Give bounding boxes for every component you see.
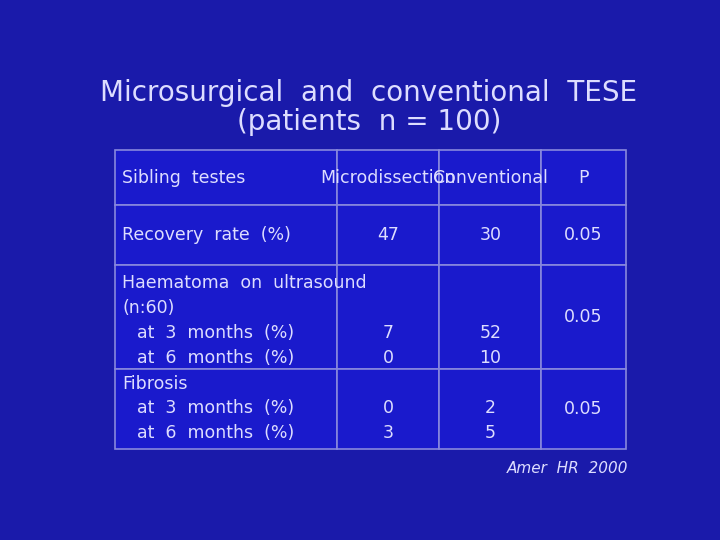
Text: 0.05: 0.05 — [564, 400, 603, 418]
Bar — [337, 369, 439, 449]
Text: 47: 47 — [377, 226, 399, 245]
Text: Haematoma  on  ultrasound: Haematoma on ultrasound — [122, 274, 367, 292]
Text: at  3  months  (%): at 3 months (%) — [137, 324, 294, 342]
Bar — [439, 265, 541, 369]
Text: Recovery  rate  (%): Recovery rate (%) — [122, 226, 291, 245]
Text: at  6  months  (%): at 6 months (%) — [137, 423, 294, 442]
Text: 5: 5 — [485, 423, 496, 442]
Bar — [337, 205, 439, 265]
Text: P: P — [578, 168, 589, 187]
Bar — [115, 265, 337, 369]
Bar — [337, 265, 439, 369]
Bar — [439, 369, 541, 449]
Text: 0.05: 0.05 — [564, 226, 603, 245]
Text: Fibrosis: Fibrosis — [122, 375, 188, 393]
Text: 10: 10 — [480, 349, 501, 368]
Text: (n:60): (n:60) — [122, 299, 175, 317]
Bar — [337, 150, 439, 205]
Bar — [115, 369, 337, 449]
Text: 0.05: 0.05 — [564, 308, 603, 326]
Text: Microsurgical  and  conventional  TESE: Microsurgical and conventional TESE — [100, 79, 638, 107]
Text: Conventional: Conventional — [433, 168, 548, 187]
Text: at  3  months  (%): at 3 months (%) — [137, 399, 294, 417]
Text: at  6  months  (%): at 6 months (%) — [137, 349, 294, 368]
Text: 0: 0 — [383, 399, 394, 417]
Text: 0: 0 — [383, 349, 394, 368]
Text: 2: 2 — [485, 399, 496, 417]
Bar — [115, 150, 337, 205]
Text: 7: 7 — [383, 324, 394, 342]
Text: Microdissection: Microdissection — [320, 168, 456, 187]
Text: 30: 30 — [480, 226, 501, 245]
Bar — [541, 265, 626, 369]
Text: 52: 52 — [480, 324, 501, 342]
Text: 3: 3 — [383, 423, 394, 442]
Bar — [115, 205, 337, 265]
Bar — [541, 150, 626, 205]
Bar — [439, 150, 541, 205]
Text: Sibling  testes: Sibling testes — [122, 168, 246, 187]
Bar — [541, 205, 626, 265]
Bar — [439, 205, 541, 265]
Bar — [541, 369, 626, 449]
Text: Amer  HR  2000: Amer HR 2000 — [507, 461, 629, 476]
Text: (patients  n = 100): (patients n = 100) — [237, 109, 501, 137]
